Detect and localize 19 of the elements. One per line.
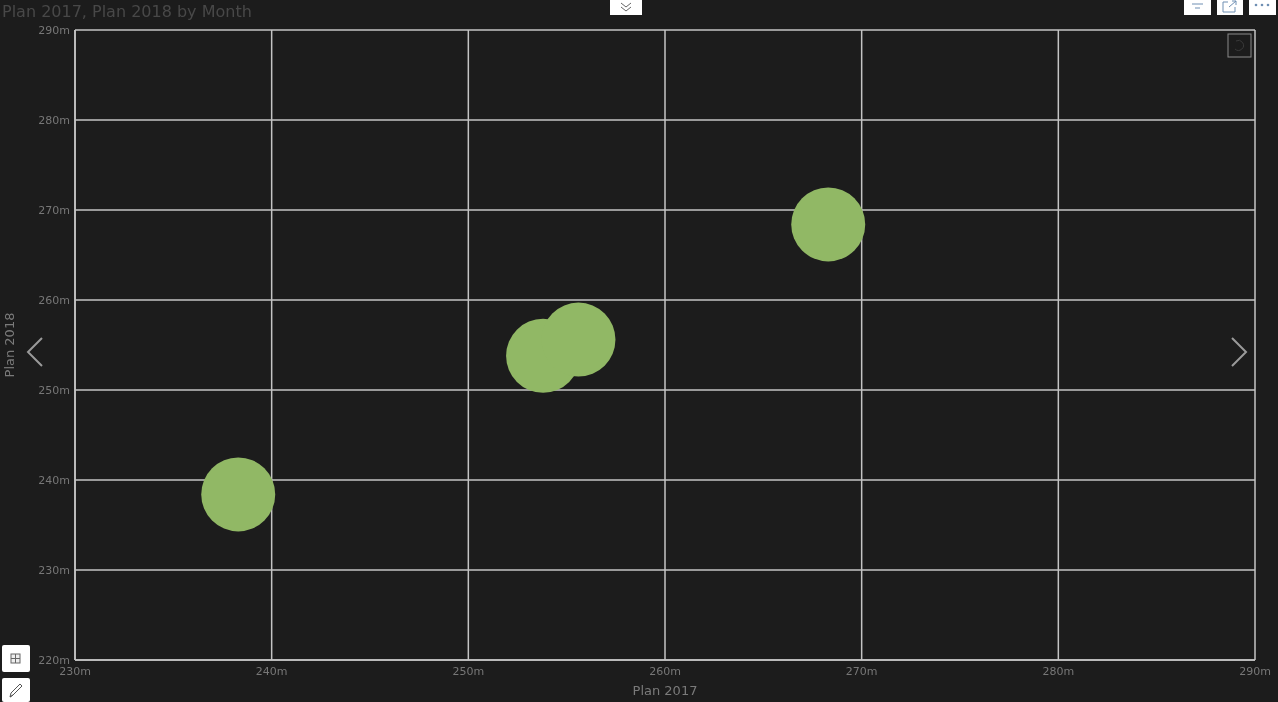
x-tick-label: 270m — [845, 665, 878, 678]
y-tick-label: 290m — [38, 23, 70, 37]
y-tick-label: 270m — [38, 203, 70, 217]
y-tick-label: 280m — [38, 113, 70, 127]
y-tick-label: 220m — [38, 653, 70, 667]
x-tick-label: 240m — [255, 665, 288, 678]
y-tick-label: 260m — [38, 293, 70, 307]
x-tick-label: 260m — [649, 665, 681, 678]
x-tick-label: 290m — [1239, 665, 1271, 678]
y-tick-label: 230m — [38, 563, 70, 577]
y-tick-label: 250m — [38, 383, 70, 397]
point — [791, 187, 866, 262]
x-tick-label: 230m — [59, 665, 91, 678]
x-axis-title: Plan 2017 — [632, 683, 698, 698]
y-axis-title: Plan 2018 — [2, 312, 17, 378]
point — [201, 457, 276, 532]
x-tick-label: 280m — [1042, 665, 1075, 678]
y-tick-label: 240m — [38, 473, 70, 487]
x-tick-label: 250m — [452, 665, 485, 678]
